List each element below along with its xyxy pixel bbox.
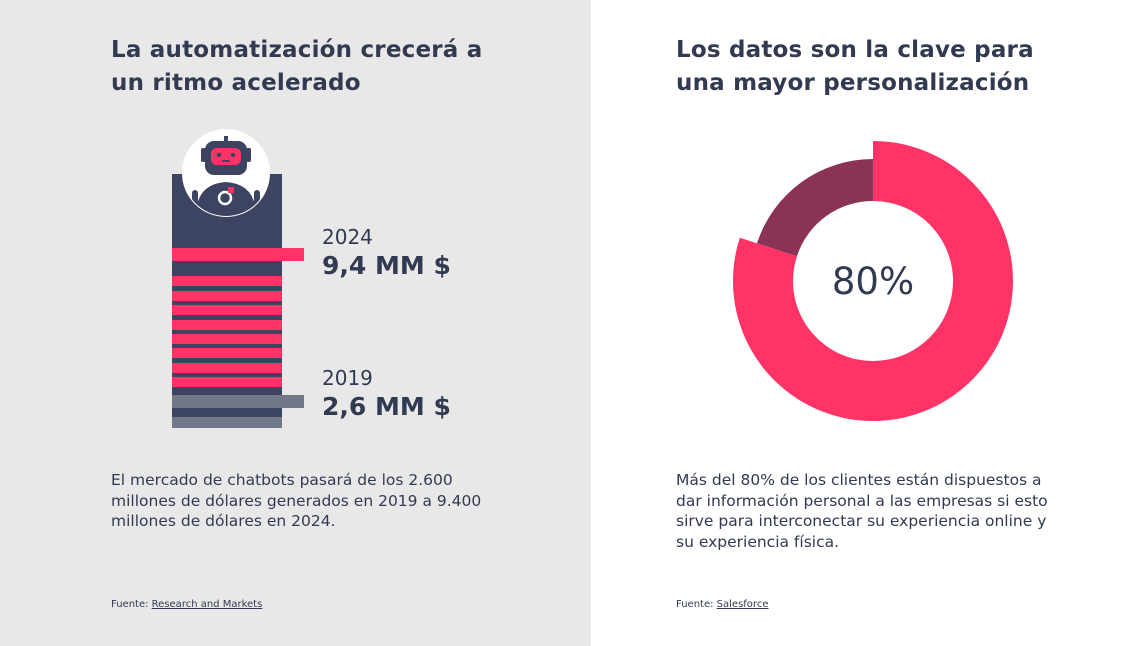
bar-stripe bbox=[172, 417, 282, 428]
bar-label-2019-year: 2019 bbox=[322, 366, 373, 390]
bar-label-2024-value: 9,4 MM $ bbox=[322, 251, 451, 280]
bar-stripes bbox=[172, 276, 282, 428]
bar-stripe bbox=[172, 334, 282, 344]
bar-label-2019-value: 2,6 MM $ bbox=[322, 392, 451, 421]
donut-slice-80 bbox=[733, 141, 1014, 421]
left-title-line-2: un ritmo acelerado bbox=[111, 70, 361, 96]
left-source: Fuente: Research and Markets bbox=[111, 599, 262, 610]
left-description: El mercado de chatbots pasará de los 2.6… bbox=[111, 470, 481, 532]
bar-stripe bbox=[172, 320, 282, 330]
personalization-donut-chart: 80% bbox=[733, 141, 1014, 421]
bar-stripe bbox=[172, 348, 282, 358]
bar-stripe bbox=[172, 305, 282, 315]
right-description-line-1: Más del 80% de los clientes están dispue… bbox=[676, 471, 1042, 489]
left-title: La automatización crecerá a un ritmo ace… bbox=[111, 34, 482, 100]
bar-stripe bbox=[172, 276, 282, 286]
bar-label-2024-year: 2024 bbox=[322, 225, 373, 249]
donut-slice-20 bbox=[756, 159, 873, 257]
left-description-line-3: millones de dólares en 2024. bbox=[111, 512, 336, 530]
left-panel: La automatización crecerá a un ritmo ace… bbox=[0, 0, 591, 646]
right-description: Más del 80% de los clientes están dispue… bbox=[676, 470, 1048, 552]
right-description-line-2: dar información personal a las empresas … bbox=[676, 491, 1048, 510]
right-source-label: Fuente: bbox=[676, 599, 714, 610]
bar-stripe bbox=[172, 363, 282, 373]
salesforce-link[interactable]: Salesforce bbox=[716, 599, 769, 610]
left-description-line-1: El mercado de chatbots pasará de los 2.6… bbox=[111, 471, 453, 489]
donut-center-label: 80% bbox=[832, 260, 914, 303]
research-and-markets-link[interactable]: Research and Markets bbox=[151, 599, 263, 610]
bar-stripe bbox=[172, 291, 282, 301]
right-title-line-2: una mayor personalización bbox=[676, 70, 1030, 96]
right-panel: Los datos son la clave para una mayor pe… bbox=[591, 0, 1138, 646]
left-description-line-2: millones de dólares generados en 2019 a … bbox=[111, 491, 482, 510]
left-title-line-1: La automatización crecerá a bbox=[111, 37, 483, 63]
right-source: Fuente: Salesforce bbox=[676, 599, 768, 610]
left-source-label: Fuente: bbox=[111, 599, 149, 610]
chatbot-market-chart: 2024 9,4 MM $ 2019 2,6 MM $ bbox=[172, 129, 451, 428]
right-description-line-4: su experiencia física. bbox=[676, 532, 840, 551]
bar-stripe bbox=[172, 377, 282, 387]
right-title: Los datos son la clave para una mayor pe… bbox=[676, 34, 1034, 100]
right-description-line-3: sirve para interconectar su experiencia … bbox=[676, 512, 1047, 530]
bar-2019 bbox=[172, 395, 304, 408]
robot-icon bbox=[182, 129, 270, 217]
bar-2024 bbox=[172, 248, 304, 261]
right-title-line-1: Los datos son la clave para bbox=[676, 37, 1034, 63]
